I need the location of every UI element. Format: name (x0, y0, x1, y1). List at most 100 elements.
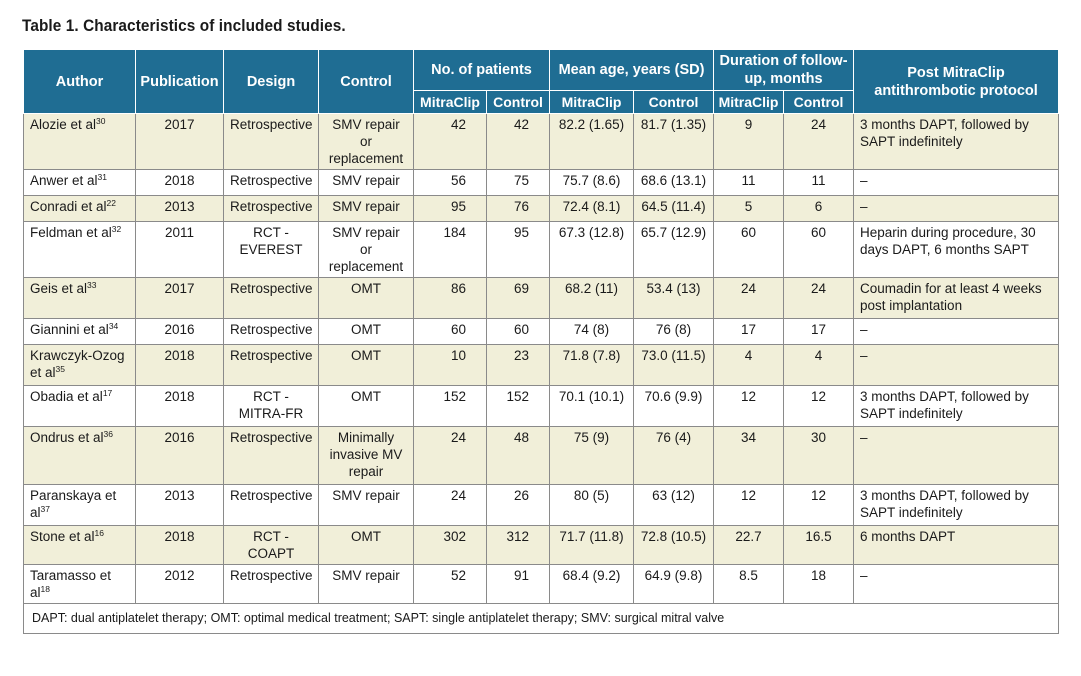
table-row: Giannini et al34 2016 Retrospective OMT 60 60… (23, 318, 1060, 345)
cell-age-control: 64.5 (11.4) (633, 195, 715, 222)
cell-protocol: Coumadin for at least 4 weeks post impla… (853, 277, 1060, 319)
reference-number: 32 (111, 224, 122, 234)
table-row: Anwer et al31 2018 Retrospective SMV repair… (23, 169, 1060, 196)
header-design: Design (223, 49, 319, 114)
cell-design: Retrospective (223, 344, 319, 386)
table-row: Conradi et al22 2013 Retrospective SMV repa… (23, 195, 1060, 222)
header-control: Control (318, 49, 414, 114)
cell-followup-control: 16.5 (783, 525, 855, 565)
cell-publication: 2016 (135, 426, 224, 485)
author-name: Obadia et al (30, 389, 103, 404)
table-row: Paranskaya et al37 2013 Retrospective SMV r… (23, 484, 1060, 526)
table-body: Alozie et al30 2017 Retrospective SMV repai… (23, 113, 1060, 604)
cell-protocol: – (853, 318, 1060, 345)
subheader-patients-control: Control (485, 90, 551, 114)
cell-design: Retrospective (223, 277, 319, 319)
cell-patients-control: 42 (485, 113, 551, 170)
cell-age-mitraclip: 70.1 (10.1) (549, 385, 635, 427)
cell-protocol: – (853, 195, 1060, 222)
header-protocol: Post MitraClip antithrombotic protocol (853, 49, 1060, 114)
cell-age-mitraclip: 71.7 (11.8) (549, 525, 635, 565)
author-name: Alozie et al (30, 117, 97, 132)
cell-age-control: 68.6 (13.1) (633, 169, 715, 196)
cell-protocol: 6 months DAPT (853, 525, 1060, 565)
cell-age-control: 64.9 (9.8) (633, 564, 715, 604)
reference-number: 37 (40, 504, 50, 514)
cell-patients-mitraclip: 52 (413, 564, 487, 604)
cell-patients-mitraclip: 184 (413, 221, 487, 278)
cell-age-mitraclip: 80 (5) (549, 484, 635, 526)
cell-control: OMT (318, 344, 414, 386)
cell-publication: 2011 (135, 221, 224, 278)
subheader-patients-mitraclip: MitraClip (413, 90, 487, 114)
reference-number: 34 (108, 321, 119, 331)
cell-followup-mitraclip: 9 (713, 113, 785, 170)
cell-design: RCT - COAPT (223, 525, 319, 565)
subheader-followup-mitraclip: MitraClip (713, 90, 785, 114)
cell-publication: 2012 (135, 564, 224, 604)
cell-publication: 2013 (135, 484, 224, 526)
reference-number: 30 (96, 116, 106, 126)
header-followup: Duration of follow-up, months (713, 49, 855, 91)
cell-age-control: 73.0 (11.5) (633, 344, 715, 386)
cell-patients-control: 23 (485, 344, 551, 386)
header-publication: Publication (135, 49, 224, 114)
cell-age-control: 65.7 (12.9) (633, 221, 715, 278)
reference-number: 31 (97, 172, 108, 182)
author-name: Paranskaya et al (30, 488, 117, 520)
cell-publication: 2018 (135, 344, 224, 386)
cell-control: SMV repair or replacement (318, 221, 414, 278)
cell-protocol: 3 months DAPT, followed by SAPT indefini… (853, 385, 1060, 427)
cell-patients-control: 48 (485, 426, 551, 485)
cell-control: OMT (318, 525, 414, 565)
cell-age-control: 70.6 (9.9) (633, 385, 715, 427)
cell-age-mitraclip: 71.8 (7.8) (549, 344, 635, 386)
cell-patients-control: 69 (485, 277, 551, 319)
subheader-age-control: Control (633, 90, 715, 114)
cell-followup-mitraclip: 4 (713, 344, 785, 386)
cell-age-mitraclip: 68.2 (11) (549, 277, 635, 319)
cell-patients-control: 76 (485, 195, 551, 222)
reference-number: 16 (94, 528, 105, 538)
cell-patients-mitraclip: 24 (413, 484, 487, 526)
table-row: Krawczyk-Ozog et al35 2018 Retrospective OM… (23, 344, 1060, 386)
cell-publication: 2018 (135, 169, 224, 196)
cell-patients-mitraclip: 10 (413, 344, 487, 386)
cell-design: Retrospective (223, 169, 319, 196)
author-name: Krawczyk-Ozog et al (30, 348, 125, 380)
table-row: Taramasso et al18 2012 Retrospective SMV re… (23, 564, 1060, 604)
cell-age-control: 76 (4) (633, 426, 715, 485)
cell-patients-mitraclip: 302 (413, 525, 487, 565)
author-name: Giannini et al (30, 322, 109, 337)
cell-followup-control: 24 (783, 113, 855, 170)
cell-design: Retrospective (223, 318, 319, 345)
cell-followup-mitraclip: 34 (713, 426, 785, 485)
cell-control: OMT (318, 385, 414, 427)
cell-protocol: – (853, 344, 1060, 386)
header-age: Mean age, years (SD) (549, 49, 715, 91)
cell-patients-mitraclip: 24 (413, 426, 487, 485)
cell-patients-control: 152 (485, 385, 551, 427)
cell-control: SMV repair or replacement (318, 113, 414, 170)
cell-design: RCT - EVEREST (223, 221, 319, 278)
cell-control: OMT (318, 318, 414, 345)
cell-author: Giannini et al34 (23, 318, 136, 345)
cell-followup-mitraclip: 17 (713, 318, 785, 345)
cell-patients-mitraclip: 152 (413, 385, 487, 427)
author-name: Ondrus et al (30, 430, 104, 445)
cell-control: OMT (318, 277, 414, 319)
subheader-followup-control: Control (783, 90, 855, 114)
cell-author: Geis et al33 (23, 277, 136, 319)
cell-followup-mitraclip: 11 (713, 169, 785, 196)
cell-design: RCT - MITRA-FR (223, 385, 319, 427)
cell-publication: 2018 (135, 525, 224, 565)
table-row: Ondrus et al36 2016 Retrospective Minimally… (23, 426, 1060, 485)
cell-author: Anwer et al31 (23, 169, 136, 196)
table-row: Alozie et al30 2017 Retrospective SMV repai… (23, 113, 1060, 170)
cell-publication: 2018 (135, 385, 224, 427)
cell-design: Retrospective (223, 195, 319, 222)
studies-table-container: Author Publication Design Control No. of… (22, 49, 1060, 634)
cell-design: Retrospective (223, 113, 319, 170)
cell-control: SMV repair (318, 195, 414, 222)
cell-publication: 2017 (135, 113, 224, 170)
